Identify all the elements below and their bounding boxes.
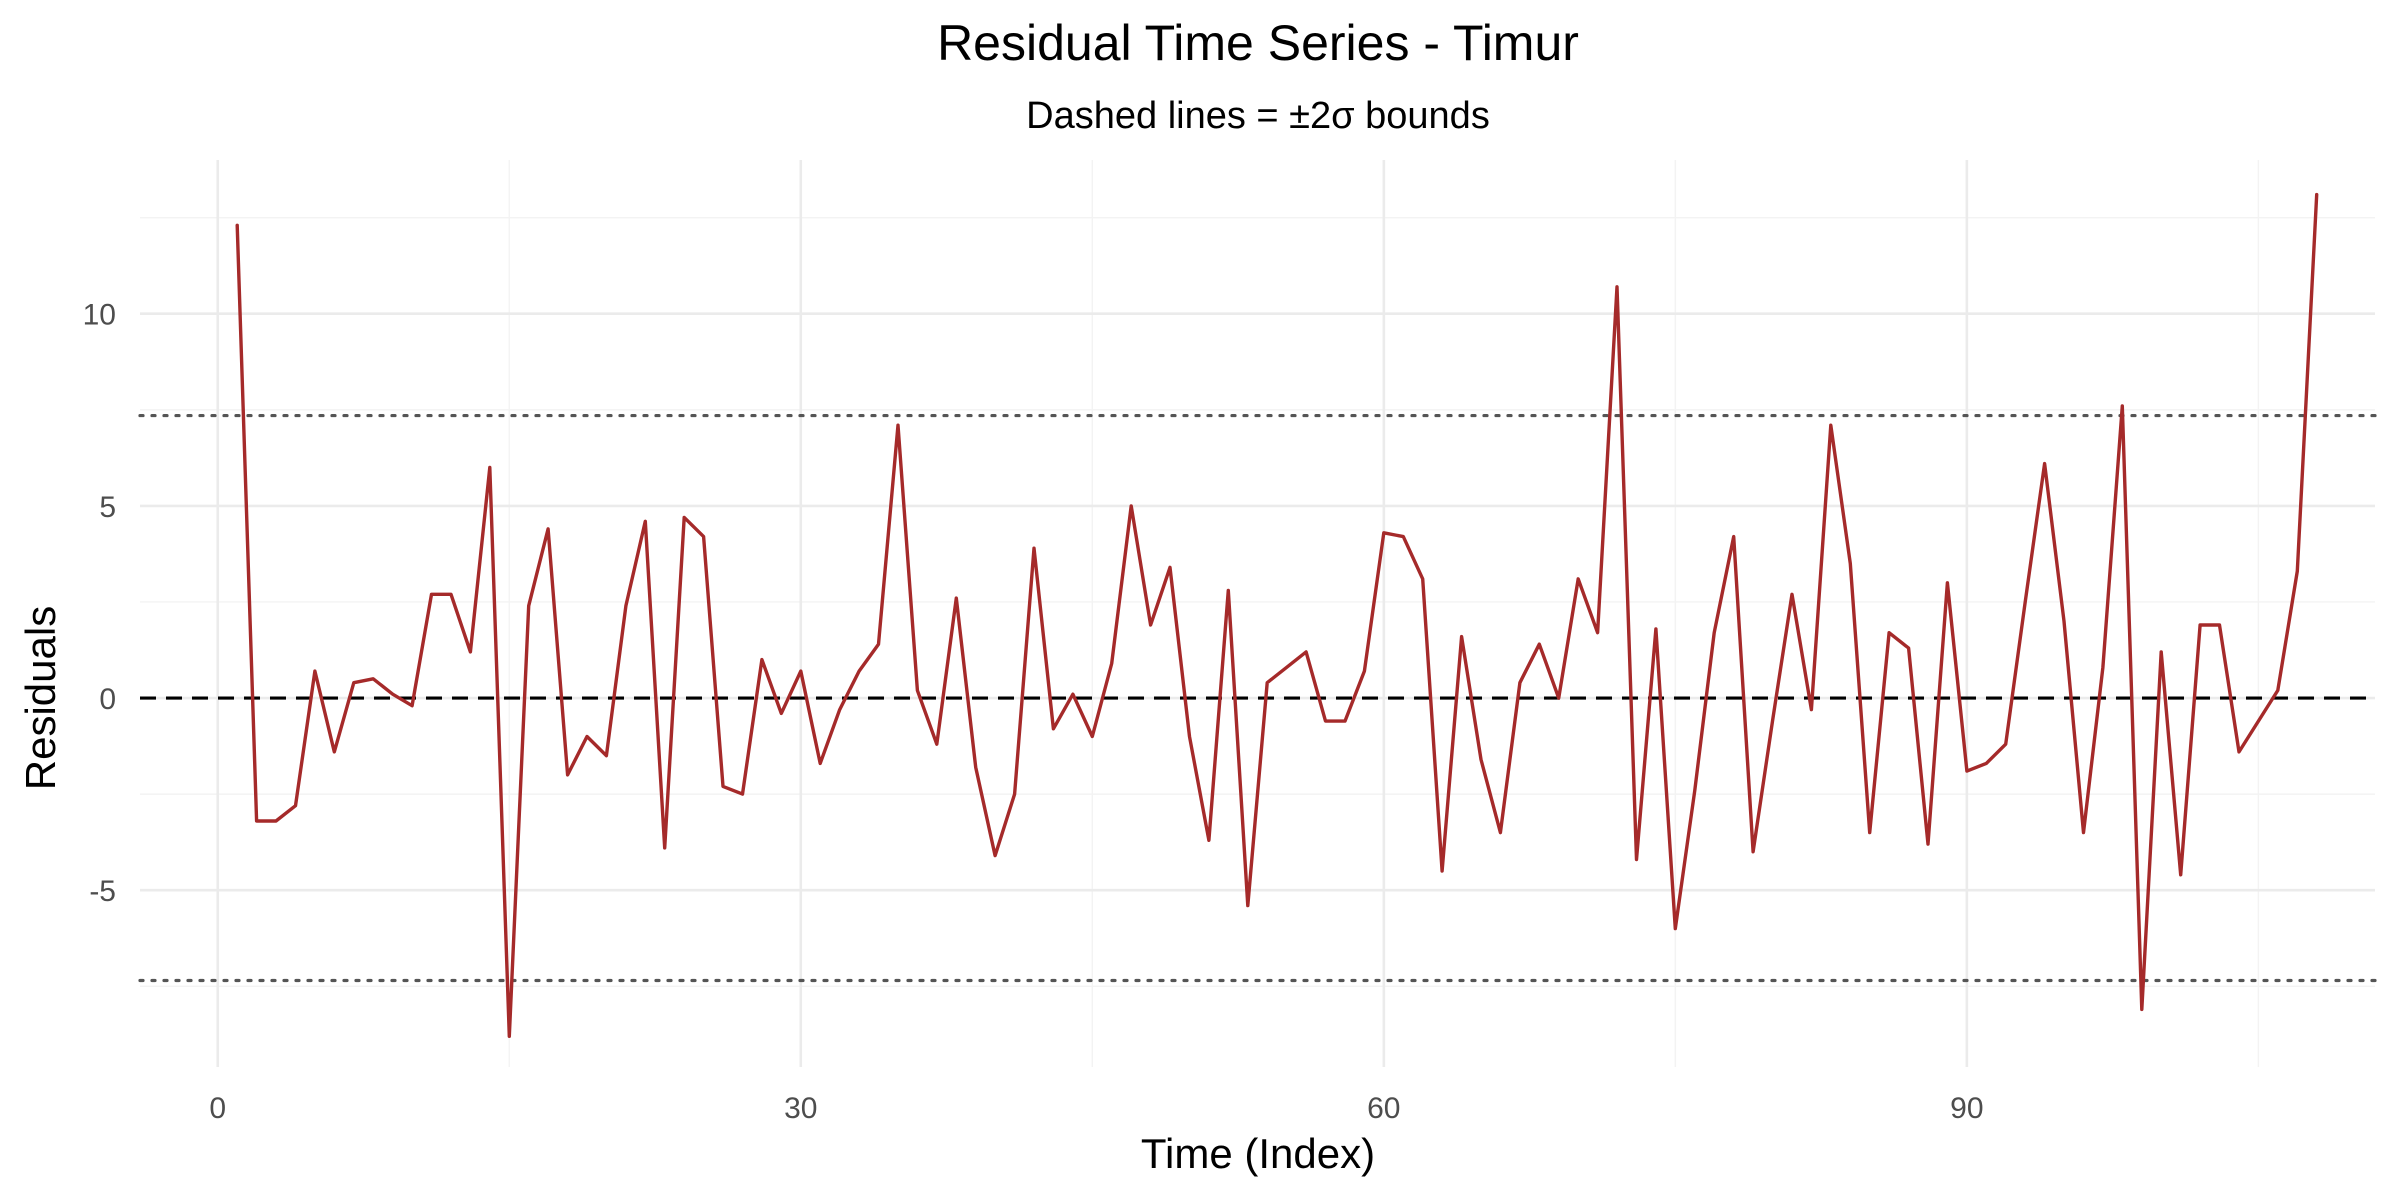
chart-subtitle: Dashed lines = ±2σ bounds <box>1026 95 1490 137</box>
chart-title: Residual Time Series - Timur <box>937 15 1579 71</box>
tick-labels: 0 30 60 90 -5 0 5 10 <box>83 299 1984 1125</box>
x-tick-label: 60 <box>1367 1092 1400 1125</box>
x-tick-label: 0 <box>209 1092 226 1125</box>
x-tick-label: 30 <box>784 1092 817 1125</box>
y-tick-label: -5 <box>89 875 116 908</box>
y-axis-title: Residuals <box>17 606 64 790</box>
series-layer <box>235 192 2319 1039</box>
y-tick-label: 5 <box>99 491 116 524</box>
x-tick-label: 90 <box>1950 1092 1983 1125</box>
residual-series-line <box>235 192 2319 1039</box>
y-tick-label: 0 <box>99 683 116 716</box>
x-axis-title: Time (Index) <box>1141 1130 1375 1177</box>
y-tick-label: 10 <box>83 299 116 332</box>
